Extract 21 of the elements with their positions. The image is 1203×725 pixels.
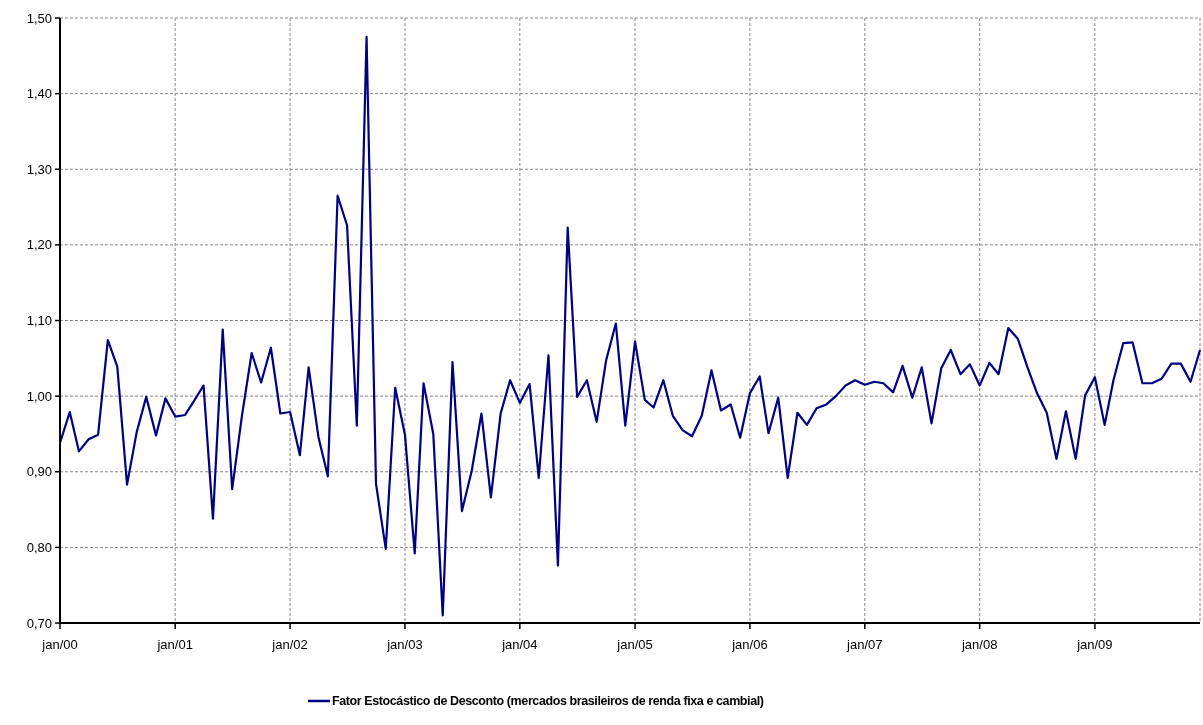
x-tick-label: jan/08	[960, 637, 998, 652]
y-tick-label: 1,20	[26, 237, 52, 253]
x-tick-label: jan/02	[271, 637, 308, 652]
x-tick-label: jan/04	[501, 637, 538, 652]
y-tick-label: 1,30	[26, 161, 52, 177]
x-tick-label: jan/07	[846, 637, 883, 652]
line-series	[58, 35, 1202, 617]
x-tick-label: jan/01	[156, 637, 193, 652]
x-tick-label: jan/05	[616, 637, 653, 652]
y-tick-label: 1,10	[26, 313, 52, 329]
y-tick-label: 0,90	[26, 464, 52, 480]
x-tick-label: jan/03	[386, 637, 423, 652]
y-tick-label: 1,00	[26, 388, 52, 404]
x-tick-label: jan/09	[1076, 637, 1113, 652]
legend-label: Fator Estocástico de Desconto (mercados brasileiros de renda fixa e cambial)	[332, 694, 764, 709]
x-tick-label: jan/06	[731, 637, 768, 652]
x-tick-label: jan/00	[41, 637, 78, 652]
y-tick-label: 1,40	[26, 86, 52, 102]
y-tick-label: 1,50	[26, 10, 52, 26]
y-tick-label: 0,70	[26, 615, 52, 631]
y-tick-label: 0,80	[26, 539, 52, 555]
